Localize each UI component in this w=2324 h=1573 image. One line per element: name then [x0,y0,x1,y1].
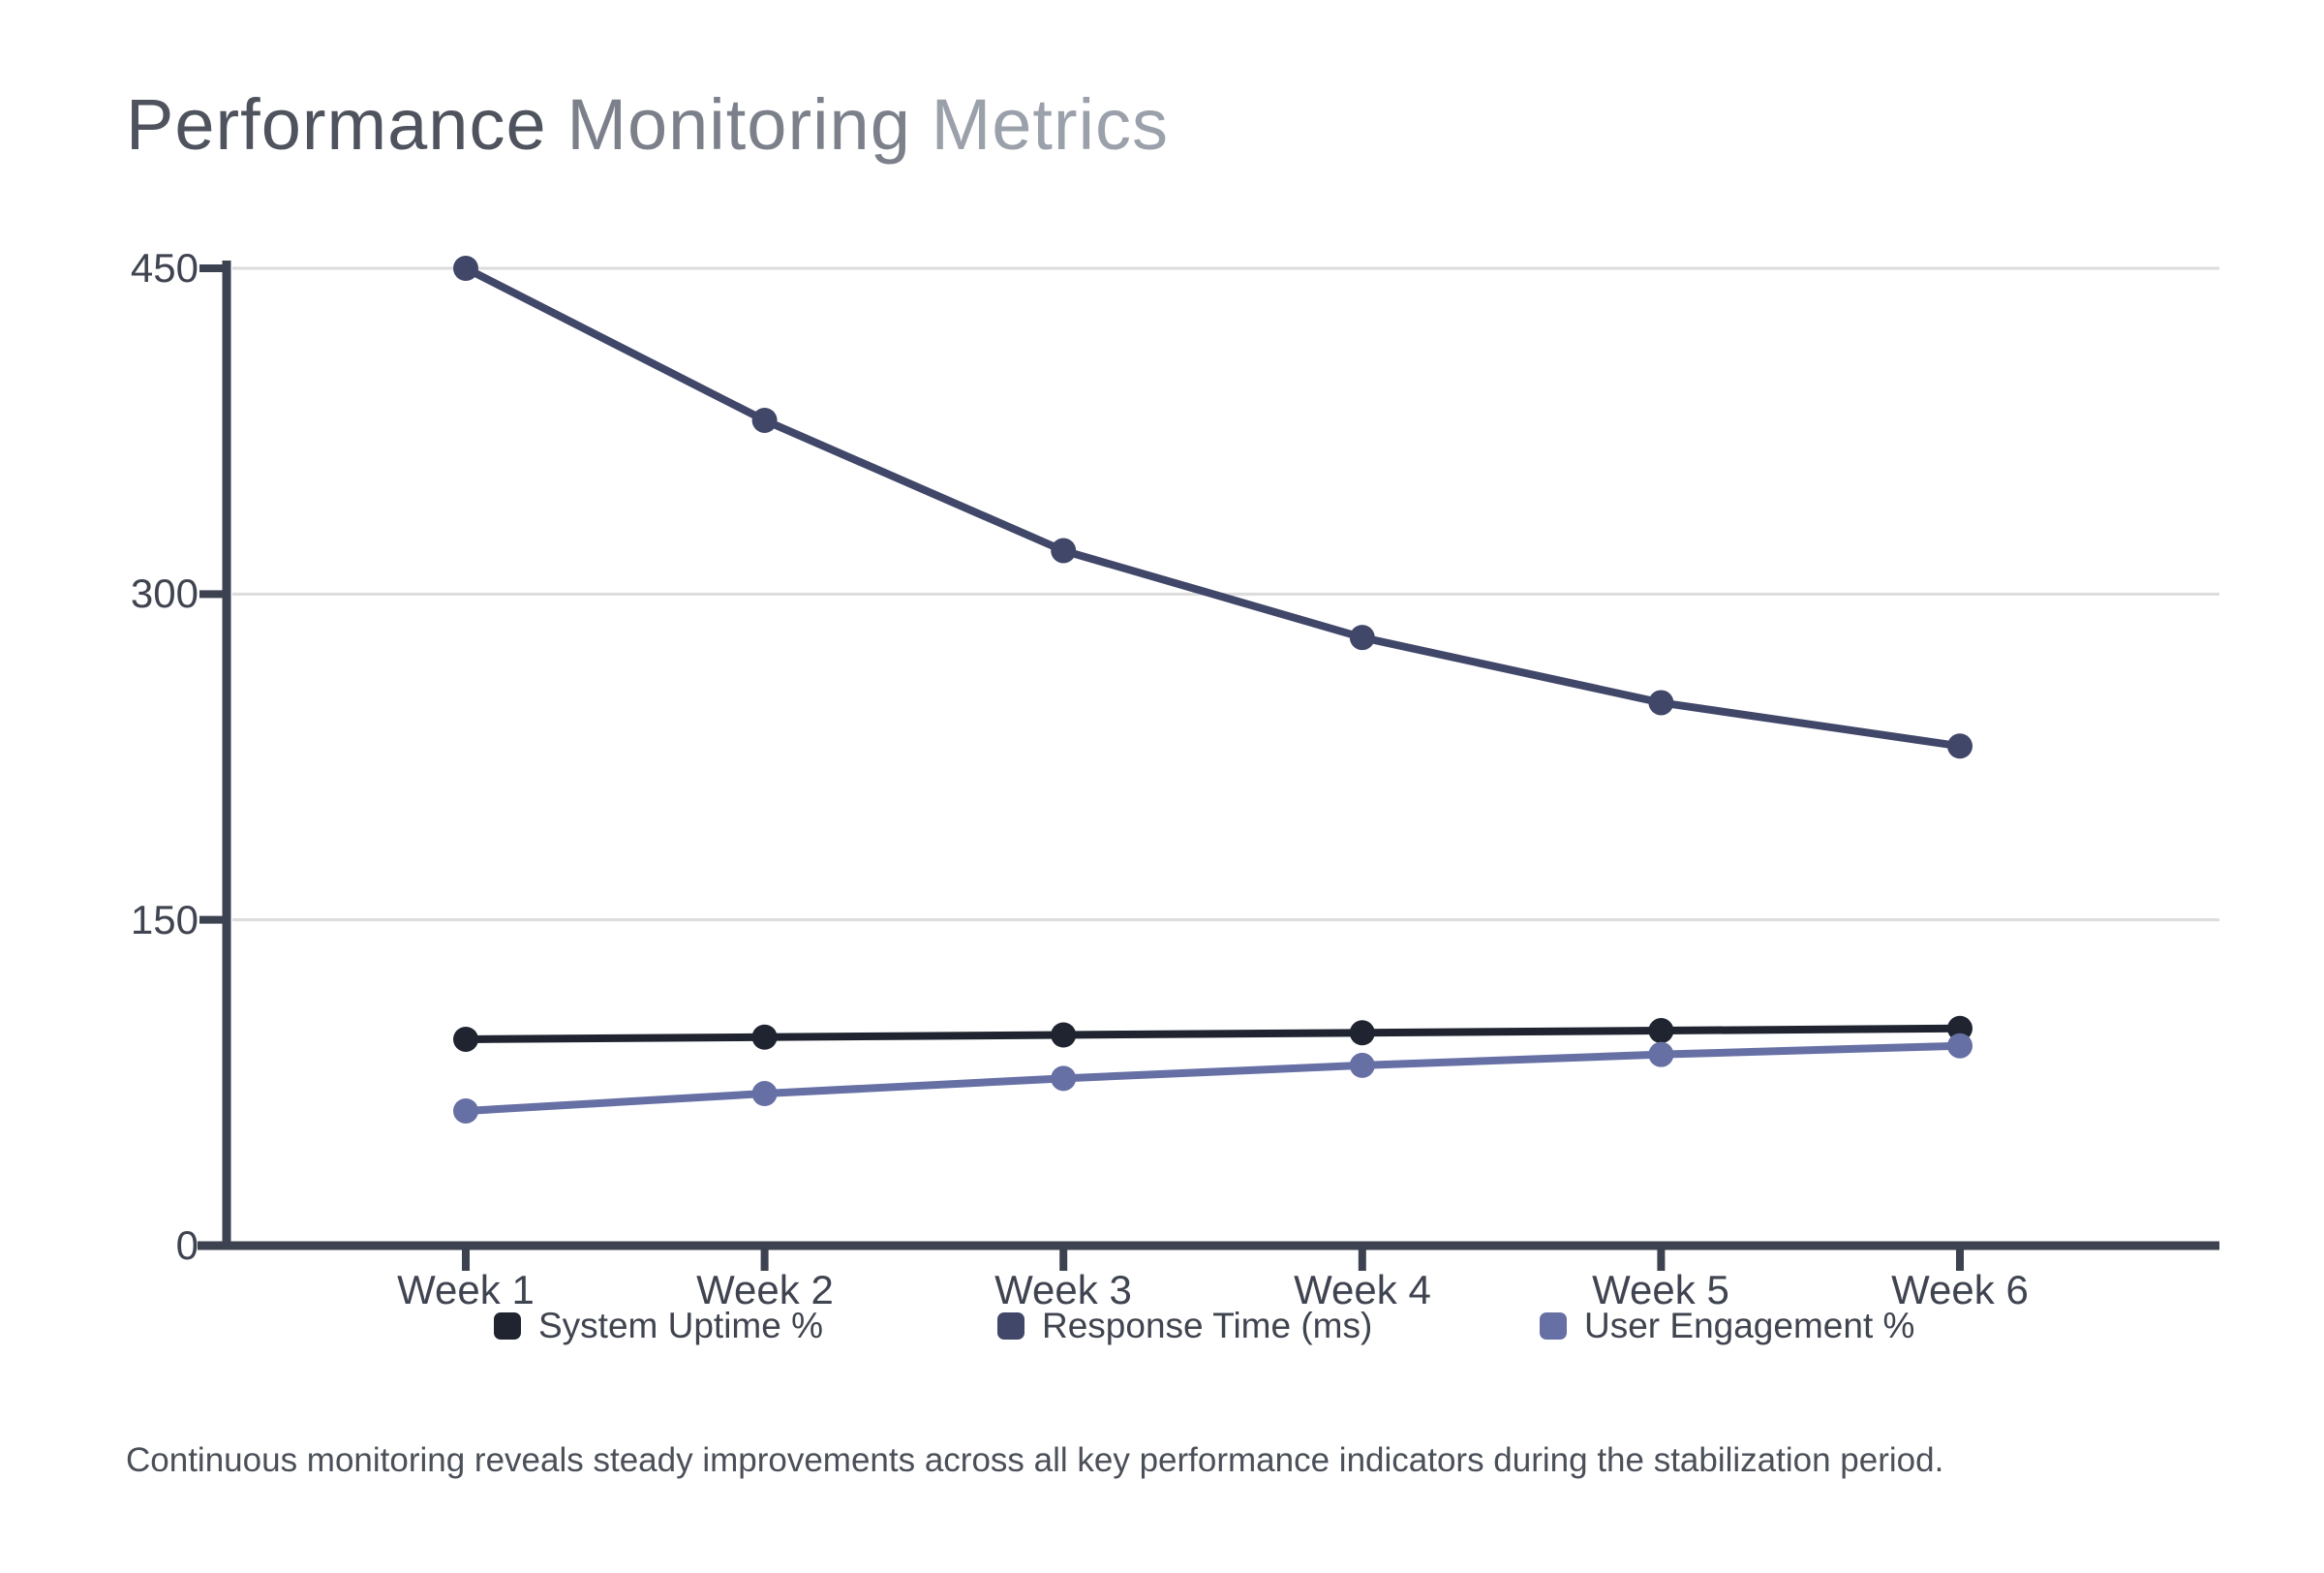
legend-item-system-uptime[interactable]: System Uptime % [494,1305,823,1347]
legend-swatch-icon [1540,1312,1567,1340]
chart-title: Performance Monitoring Metrics [126,83,1169,166]
x-tick-label: Week 3 [994,1267,1132,1312]
legend-swatch-icon [494,1312,521,1340]
chart-title-word-3: Metrics [931,84,1170,165]
legend-swatch-icon [997,1312,1024,1340]
legend-label: Response Time (ms) [1042,1306,1373,1345]
legend-item-user-engagement[interactable]: User Engagement % [1540,1305,1914,1347]
chart-title-word-1: Performance [126,84,547,165]
y-tick-label: 450 [130,245,199,291]
x-tick-label: Week 6 [1891,1267,2029,1312]
x-tick-label: Week 1 [397,1267,535,1312]
x-tick-label: Week 5 [1592,1267,1729,1312]
chart-title-word-2: Monitoring [566,84,911,165]
legend-label: User Engagement % [1584,1306,1915,1345]
x-tick-label: Week 4 [1294,1267,1431,1312]
chart-caption: Continuous monitoring reveals steady imp… [126,1441,1944,1479]
y-tick-label: 300 [130,571,199,616]
legend-item-response-time[interactable]: Response Time (ms) [997,1305,1372,1347]
y-tick-label: 0 [175,1222,199,1268]
y-tick-label: 150 [130,897,199,942]
x-tick-label: Week 2 [696,1267,834,1312]
legend-label: System Uptime % [538,1306,824,1345]
